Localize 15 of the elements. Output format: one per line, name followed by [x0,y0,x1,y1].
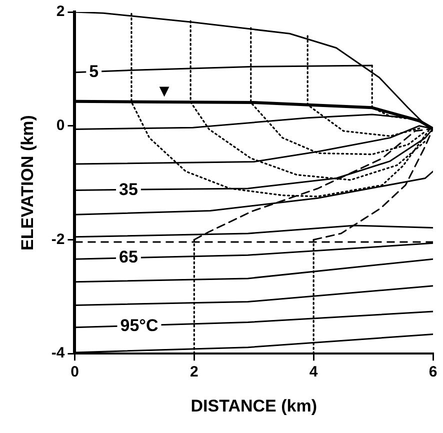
x-tick-label: 0 [70,364,79,381]
x-axis-title: DISTANCE (km) [190,396,317,416]
annotation: 35 [119,180,138,199]
x-tick-label: 6 [428,364,438,381]
y-axis-title: ELEVATION (km) [18,115,37,250]
y-tick-label: 0 [56,117,65,134]
x-tick-label: 4 [309,364,318,381]
annotation: ▼ [156,81,173,100]
y-tick-label: -4 [51,344,66,362]
annotation: 65 [119,248,138,267]
y-tick-label: 2 [56,3,65,20]
y-tick-label: -2 [51,230,65,248]
x-tick-label: 2 [190,364,198,381]
annotation: 5 [89,62,99,82]
annotation: 95°C [120,316,158,335]
